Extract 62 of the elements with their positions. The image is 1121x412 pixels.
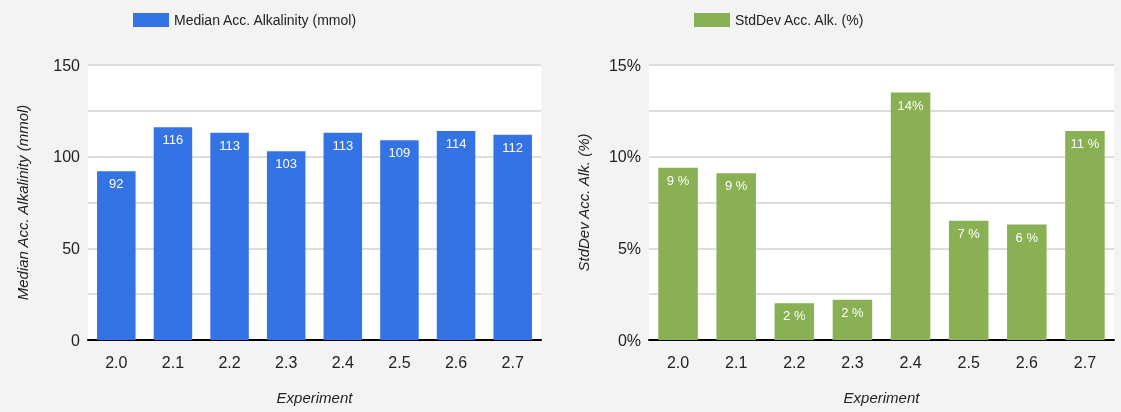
bar xyxy=(493,134,532,340)
x-tick-label: 2.5 xyxy=(388,353,411,371)
x-tick-label: 2.5 xyxy=(957,353,980,371)
data-label: 113 xyxy=(219,137,240,153)
data-label: 114 xyxy=(445,136,467,151)
data-label: 2 % xyxy=(782,308,806,324)
legend-label: Median Acc. Alkalinity (mmol) xyxy=(174,12,357,28)
x-axis-title: Experiment xyxy=(843,389,920,406)
data-label: 116 xyxy=(162,132,184,148)
data-label: 9 % xyxy=(724,178,748,194)
x-tick-label: 2.6 xyxy=(1015,353,1038,371)
data-label: 113 xyxy=(332,137,354,153)
y-tick-label: 150 xyxy=(53,56,81,74)
data-label: 109 xyxy=(388,145,411,161)
bar xyxy=(832,299,872,340)
bar xyxy=(210,132,249,340)
bar xyxy=(380,140,419,340)
y-tick-label: 5% xyxy=(617,239,641,257)
data-label: 2 % xyxy=(840,304,864,320)
x-axis-title: Experiment xyxy=(276,389,354,406)
bar xyxy=(436,131,476,340)
bar xyxy=(948,220,988,340)
data-label: 112 xyxy=(502,139,524,155)
y-tick-label: 100 xyxy=(53,148,81,166)
bar xyxy=(715,173,756,340)
data-label: 103 xyxy=(275,156,298,172)
x-tick-label: 2.3 xyxy=(840,353,864,371)
data-label: 9 % xyxy=(666,172,690,188)
bar xyxy=(890,92,930,340)
y-axis-title: Median Acc. Alkalinity (mmol) xyxy=(14,104,31,301)
x-tick-label: 2.7 xyxy=(1073,353,1096,371)
x-tick-label: 2.6 xyxy=(444,353,468,371)
bar xyxy=(153,127,193,340)
data-label: 14% xyxy=(897,97,924,113)
bar xyxy=(1006,224,1047,340)
y-tick-label: 0% xyxy=(617,331,641,349)
x-tick-label: 2.3 xyxy=(275,353,298,371)
data-label: 11 % xyxy=(1070,136,1100,151)
x-tick-label: 2.7 xyxy=(501,353,524,371)
y-tick-label: 0 xyxy=(71,331,81,349)
data-label: 6 % xyxy=(1015,229,1038,245)
x-tick-label: 2.0 xyxy=(666,353,689,371)
x-tick-label: 2.1 xyxy=(161,353,185,371)
y-tick-label: 10% xyxy=(608,148,641,166)
x-tick-label: 2.2 xyxy=(218,353,241,371)
bar xyxy=(1064,131,1105,340)
bar xyxy=(97,171,136,340)
data-label: 7 % xyxy=(956,225,980,241)
x-tick-label: 2.0 xyxy=(105,353,128,371)
bar xyxy=(774,303,814,340)
y-tick-label: 15% xyxy=(608,56,641,74)
data-label: 92 xyxy=(109,176,124,192)
bar xyxy=(323,132,363,340)
x-tick-label: 2.4 xyxy=(331,353,355,371)
bar xyxy=(266,151,306,340)
x-tick-label: 2.4 xyxy=(898,353,922,371)
bar xyxy=(657,167,698,340)
legend-label: StdDev Acc. Alk. (%) xyxy=(734,12,863,28)
y-axis-title: StdDev Acc. Alk. (%) xyxy=(574,133,592,272)
y-tick-label: 50 xyxy=(62,239,81,257)
x-tick-label: 2.1 xyxy=(724,353,747,371)
x-tick-label: 2.2 xyxy=(782,353,806,371)
